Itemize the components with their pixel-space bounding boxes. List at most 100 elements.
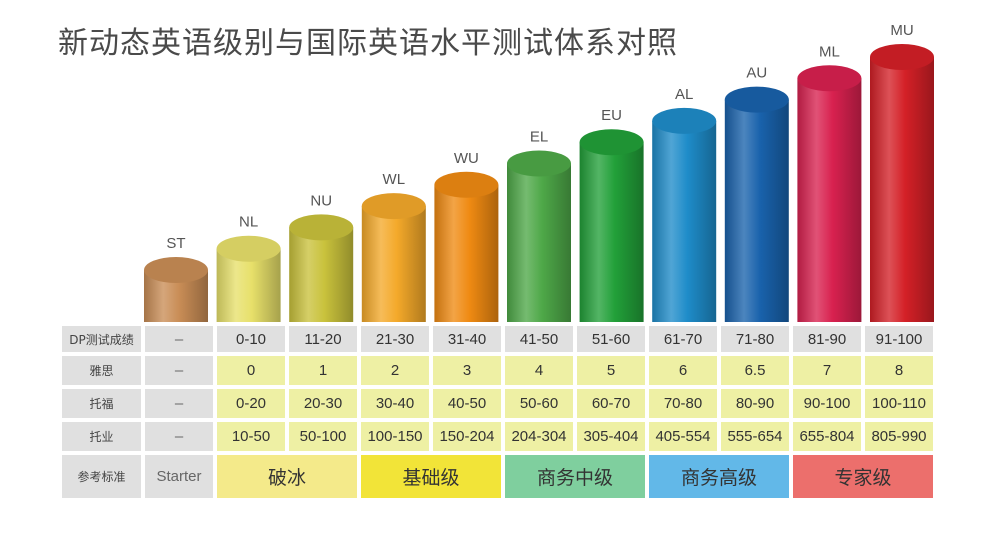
- table-cell: 81-90: [793, 326, 861, 352]
- table-cell: 100-150: [361, 422, 429, 451]
- table-cell: –: [145, 326, 213, 352]
- cylinder-body: [724, 99, 789, 322]
- row-header: 雅思: [62, 356, 141, 385]
- row-header: DP测试成绩: [62, 326, 141, 352]
- table-row-ielts: 雅思 – 0 1 2 3 4 5 6 6.5 7 8: [62, 356, 933, 385]
- level-label: ML: [819, 43, 840, 60]
- table-row-toefl: 托福 – 0-20 20-30 30-40 40-50 50-60 60-70 …: [62, 389, 933, 418]
- cylinder-body: [289, 227, 354, 322]
- cylinder-cap: [797, 65, 862, 92]
- table-cell: –: [145, 422, 213, 451]
- cylinder-cap: [870, 44, 934, 70]
- cylinder-body: [797, 78, 862, 322]
- cylinder-bar-wu: WU: [434, 150, 499, 322]
- cylinder-bar-ml: ML: [797, 43, 862, 322]
- table-cell: 555-654: [721, 422, 789, 451]
- band-business-intermediate: 商务中级: [505, 455, 645, 498]
- chart-title: 新动态英语级别与国际英语水平测试体系对照: [58, 26, 678, 61]
- band-business-advanced: 商务高级: [649, 455, 789, 498]
- table-cell: 2: [361, 356, 429, 385]
- cylinder-cap: [579, 129, 644, 156]
- table-cell: 3: [433, 356, 501, 385]
- table-cell: 5: [577, 356, 645, 385]
- table-cell: 61-70: [649, 326, 717, 352]
- table-cell: 204-304: [505, 422, 573, 451]
- table-cell: 41-50: [505, 326, 573, 352]
- table-cell: 7: [793, 356, 861, 385]
- cylinder-chart: ST NL NU WL WU EL EU AL AU ML MU: [144, 22, 934, 322]
- row-header: 参考标准: [62, 455, 141, 498]
- band-foundation: 基础级: [361, 455, 501, 498]
- cylinder-body: [507, 163, 571, 322]
- table-cell: 0-10: [217, 326, 285, 352]
- cylinder-bar-mu: MU: [870, 22, 934, 322]
- table-cell: 50-100: [289, 422, 357, 451]
- cylinder-bar-nl: NL: [216, 214, 281, 322]
- comparison-table: DP测试成绩 – 0-10 11-20 21-30 31-40 41-50 51…: [58, 322, 937, 502]
- level-label: WU: [454, 150, 479, 167]
- table-cell: 51-60: [577, 326, 645, 352]
- table-cell: 10-50: [217, 422, 285, 451]
- level-label: AU: [746, 65, 767, 82]
- cylinder-bar-el: EL: [507, 129, 571, 322]
- table-cell: 305-404: [577, 422, 645, 451]
- table-cell: 20-30: [289, 389, 357, 418]
- row-header: 托福: [62, 389, 141, 418]
- cylinder-cap: [724, 86, 789, 113]
- table-cell: 4: [505, 356, 573, 385]
- cylinder-bar-au: AU: [724, 65, 789, 322]
- cylinder-body: [361, 206, 426, 322]
- table-cell: 0: [217, 356, 285, 385]
- table-cell: 30-40: [361, 389, 429, 418]
- cylinder-body: [652, 120, 717, 322]
- table-cell: 100-110: [865, 389, 933, 418]
- starter-cell: Starter: [145, 455, 213, 498]
- table-cell: 11-20: [289, 326, 357, 352]
- cylinder-cap: [652, 107, 717, 134]
- table-cell: 90-100: [793, 389, 861, 418]
- cylinder-bar-st: ST: [144, 235, 208, 322]
- table-cell: –: [145, 356, 213, 385]
- row-header: 托业: [62, 422, 141, 451]
- table-row-reference: 参考标准 Starter 破冰 基础级 商务中级 商务高级 专家级: [62, 455, 933, 498]
- table-row-toeic: 托业 – 10-50 50-100 100-150 150-204 204-30…: [62, 422, 933, 451]
- cylinder-cap: [507, 150, 571, 177]
- table-cell: 91-100: [865, 326, 933, 352]
- table-cell: 60-70: [577, 389, 645, 418]
- table-cell: 31-40: [433, 326, 501, 352]
- table-cell: 0-20: [217, 389, 285, 418]
- cylinder-bar-al: AL: [652, 86, 717, 322]
- level-label: MU: [890, 22, 913, 39]
- table-cell: 40-50: [433, 389, 501, 418]
- cylinder-body: [579, 142, 644, 322]
- table-row-dp: DP测试成绩 – 0-10 11-20 21-30 31-40 41-50 51…: [62, 326, 933, 352]
- table-cell: 8: [865, 356, 933, 385]
- level-label: EL: [530, 129, 548, 146]
- table-cell: 21-30: [361, 326, 429, 352]
- cylinder-cap: [144, 257, 208, 283]
- table-cell: 6.5: [721, 356, 789, 385]
- table-cell: 1: [289, 356, 357, 385]
- cylinder-bar-wl: WL: [361, 171, 426, 322]
- cylinder-bar-eu: EU: [579, 107, 644, 322]
- table-cell: 50-60: [505, 389, 573, 418]
- table-cell: 405-554: [649, 422, 717, 451]
- level-label: AL: [675, 86, 693, 103]
- cylinder-body: [434, 184, 499, 322]
- band-expert: 专家级: [793, 455, 933, 498]
- table-cell: 6: [649, 356, 717, 385]
- level-label: NU: [310, 192, 332, 209]
- table-cell: 805-990: [865, 422, 933, 451]
- cylinder-body: [870, 57, 934, 322]
- table-cell: 80-90: [721, 389, 789, 418]
- table-cell: 71-80: [721, 326, 789, 352]
- cylinder-bar-nu: NU: [289, 192, 354, 322]
- level-label: ST: [166, 235, 185, 252]
- table-cell: 150-204: [433, 422, 501, 451]
- cylinder-cap: [216, 235, 281, 262]
- level-label: WL: [383, 171, 406, 188]
- table-cell: 655-804: [793, 422, 861, 451]
- table-cell: 70-80: [649, 389, 717, 418]
- band-icebreaker: 破冰: [217, 455, 357, 498]
- level-label: EU: [601, 107, 622, 124]
